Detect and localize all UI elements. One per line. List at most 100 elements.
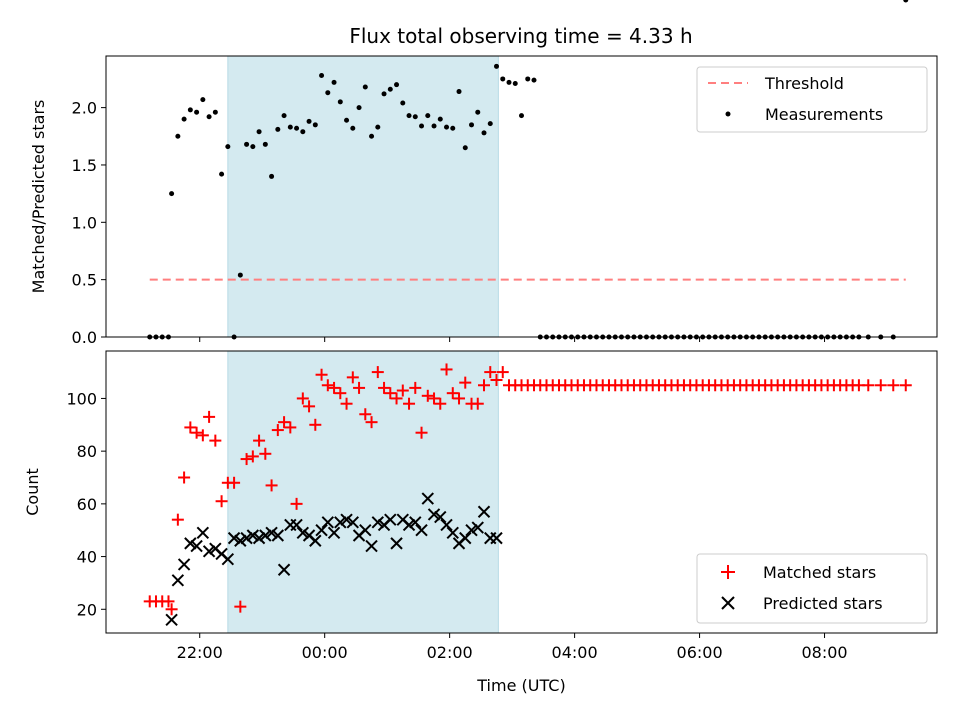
predicted-star-point — [290, 518, 303, 532]
predicted-star-point — [252, 531, 266, 545]
measurement-point — [487, 121, 493, 127]
measurement-point — [331, 79, 337, 85]
matched-star-point — [309, 418, 322, 431]
matched-star-point — [178, 471, 191, 484]
matched-star-point — [215, 495, 228, 508]
x-tick-label: 06:00 — [677, 643, 723, 662]
matched-star-point — [359, 408, 372, 421]
matched-star-point — [290, 497, 303, 510]
measurement-point — [194, 109, 200, 115]
measurement-point — [294, 125, 300, 131]
x-axis-label: Time (UTC) — [476, 676, 565, 695]
top-x-ticks — [199, 337, 826, 342]
matched-star-point — [353, 381, 366, 394]
matched-star-point — [296, 392, 309, 405]
measurement-point — [206, 114, 212, 120]
measurement-point — [500, 76, 506, 82]
top-y-ticks: 0.0 0.5 1.0 1.5 2.0 — [72, 99, 106, 347]
matched-star-point — [196, 429, 209, 442]
measurement-point — [262, 141, 268, 147]
predicted-star-point — [365, 539, 378, 553]
matched-star-point — [171, 513, 184, 526]
predicted-star-point — [184, 537, 197, 550]
predicted-star-point — [321, 516, 335, 529]
legend-measurements-label: Measurements — [765, 105, 883, 124]
predicted-star-point — [434, 510, 447, 524]
top-panel-frame — [105, 55, 938, 338]
measurement-point — [481, 130, 487, 136]
top-panel: 0.00.51.01.52.0 Matched/Predicted stars … — [29, 0, 938, 347]
measurement-point — [512, 81, 518, 87]
matched-star-point — [328, 381, 341, 394]
x-tick-label: 00:00 — [302, 643, 348, 662]
matched-star-point — [209, 434, 222, 447]
y-tick-label: 1.0 — [72, 213, 97, 232]
measurement-point — [437, 116, 443, 122]
predicted-star-point — [277, 563, 291, 576]
matched-star-point — [246, 450, 259, 463]
matched-star-point — [315, 368, 328, 381]
matched-star-point — [165, 603, 178, 616]
matched-star-point — [484, 366, 497, 379]
predicted-star-point — [440, 518, 453, 532]
measurement-point — [387, 86, 393, 92]
matched-star-point — [284, 421, 297, 434]
matched-star-point — [278, 416, 291, 429]
legend-predicted-label: Predicted stars — [763, 594, 883, 613]
measurement-point — [475, 109, 481, 115]
matched-star-point — [378, 381, 391, 394]
predicted-star-point — [409, 516, 422, 529]
measurement-point — [200, 97, 206, 103]
measurement-point — [350, 125, 356, 131]
legend-matched-swatch — [721, 565, 735, 579]
y-tick-label: 60 — [77, 495, 97, 514]
measurement-point — [269, 173, 275, 179]
predicted-star-point — [390, 537, 403, 550]
measurement-point — [181, 116, 187, 122]
predicted-star-point — [415, 524, 428, 537]
legend-matched-label: Matched stars — [763, 563, 876, 582]
matched-star-point — [271, 424, 284, 437]
bottom-panel-frame — [105, 350, 938, 634]
predicted-star-point — [384, 513, 397, 526]
measurement-point — [219, 171, 225, 177]
measurement-point — [312, 122, 318, 128]
y-tick-label: 0.5 — [72, 271, 97, 290]
bottom-legend-box — [696, 553, 928, 624]
y-tick-label: 100 — [66, 389, 97, 408]
predicted-star-point — [340, 513, 353, 526]
legend-measurements-swatch — [725, 111, 731, 117]
measurement-point — [450, 125, 456, 131]
measurement-point — [381, 91, 387, 97]
matched-star-point — [365, 416, 378, 429]
predicted-star-point — [371, 516, 385, 529]
measurement-point — [369, 133, 375, 139]
predicted-star-point — [359, 524, 372, 537]
matched-star-point — [396, 384, 409, 397]
x-tick-label: 02:00 — [427, 643, 473, 662]
matched-star-point — [334, 387, 347, 400]
top-legend: Threshold Measurements — [696, 66, 928, 133]
measurement-point — [400, 100, 406, 106]
matched-star-point — [240, 453, 253, 466]
measurement-point — [375, 124, 381, 130]
predicted-star-point — [171, 574, 185, 587]
predicted-star-point — [234, 534, 247, 547]
predicted-stars-points — [165, 492, 503, 627]
matched-star-point — [887, 379, 900, 392]
y-tick-label: 1.5 — [72, 156, 97, 175]
matched-star-point — [421, 389, 434, 402]
predicted-star-point — [190, 539, 203, 553]
legend-predicted-swatch — [721, 596, 735, 610]
predicted-star-point — [240, 531, 253, 545]
bottom-y-axis-label: Count — [23, 468, 42, 516]
matched-star-point — [434, 397, 447, 410]
matched-star-point — [346, 371, 359, 384]
matched-star-point — [371, 366, 384, 379]
measurement-point — [237, 272, 243, 278]
measurement-point — [412, 114, 418, 120]
measurement-point — [506, 79, 512, 85]
measurement-point — [187, 107, 193, 113]
matched-star-point — [874, 379, 887, 392]
